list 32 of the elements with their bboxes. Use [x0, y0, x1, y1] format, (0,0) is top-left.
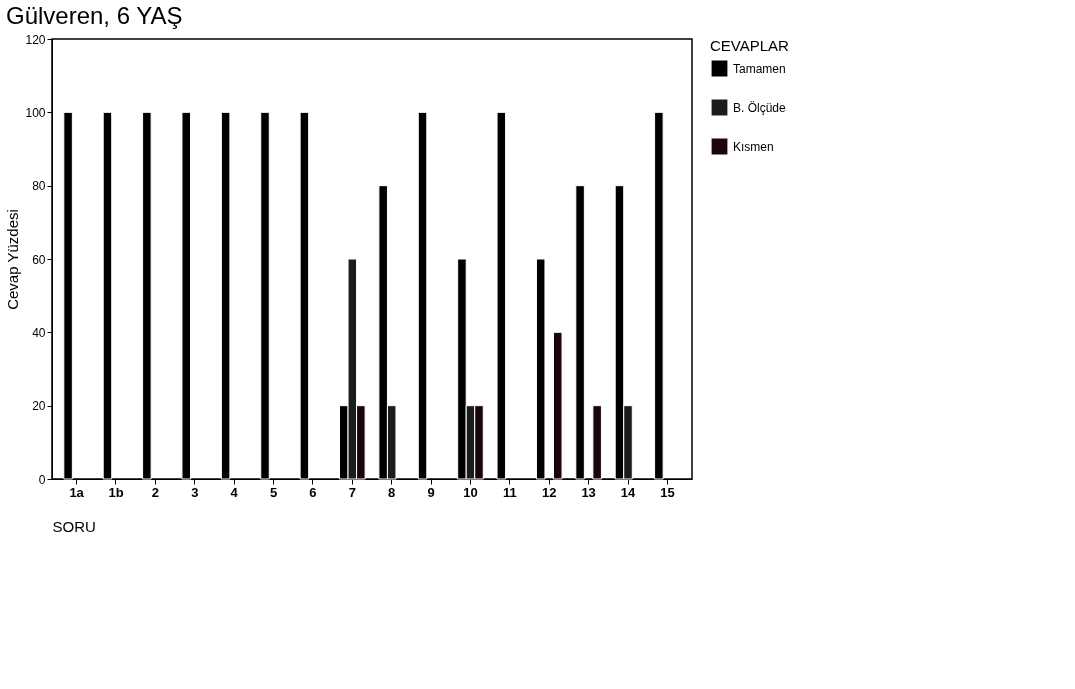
y-tick-label: 0 [38, 472, 46, 487]
y-tick-label: 20 [32, 399, 46, 414]
x-tick-label: 12 [542, 484, 557, 500]
y-axis-title: Cevap Yüzdesi [4, 209, 22, 310]
x-tick-label: 15 [660, 484, 675, 500]
legend-label: Tamamen [733, 61, 786, 76]
legend-label: B. Ölçüde [733, 100, 787, 115]
chart-title: Gülveren, 6 YAŞ [5, 2, 183, 29]
x-axis-title: SORU [52, 517, 96, 535]
x-tick-label: 1b [108, 484, 124, 500]
x-tick-label: 11 [502, 484, 517, 500]
x-tick-label: 10 [463, 484, 478, 500]
x-tick-label: 3 [191, 484, 199, 500]
x-tick-label: 4 [230, 484, 239, 500]
y-tick-label: 100 [25, 105, 46, 120]
y-tick-label: 80 [32, 179, 46, 194]
bar [592, 405, 602, 480]
x-tick-label: 6 [309, 484, 317, 500]
legend-title: CEVAPLAR [710, 37, 790, 54]
x-tick-label: 8 [388, 484, 396, 500]
y-tick-label: 60 [32, 252, 46, 267]
x-tick-label: 7 [348, 484, 356, 500]
x-tick-label: 2 [151, 484, 159, 500]
x-tick-label: 13 [581, 484, 596, 500]
x-tick-label: 9 [427, 484, 435, 500]
y-tick-label: 120 [25, 32, 46, 47]
legend-label: Kısmen [733, 139, 774, 154]
x-tick-label: 14 [620, 484, 636, 500]
bar [553, 331, 563, 480]
x-tick-label: 1a [69, 484, 85, 500]
x-tick-label: 5 [269, 484, 278, 500]
y-tick-label: 40 [32, 325, 46, 340]
